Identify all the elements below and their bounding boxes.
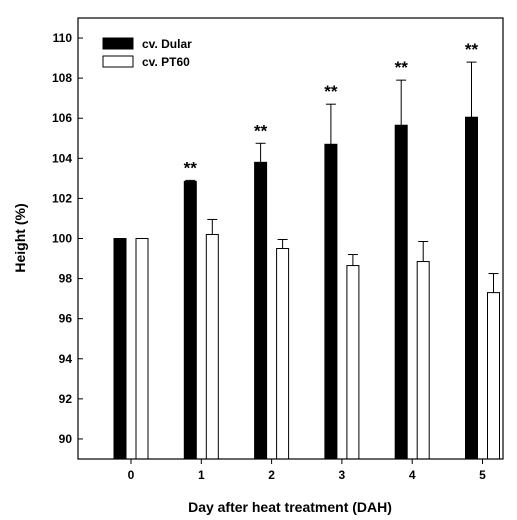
y-tick-label: 110: [53, 31, 73, 45]
legend-label-dular: cv. Dular: [142, 37, 192, 51]
bar-dular: [324, 143, 338, 460]
significance-label: **: [465, 40, 479, 59]
significance-label: **: [395, 58, 409, 77]
significance-label: **: [184, 158, 198, 177]
x-axis-title: Day after heat treatment (DAH): [188, 499, 392, 515]
y-tick-label: 108: [52, 71, 72, 85]
bar-pt60: [346, 265, 360, 460]
y-tick-label: 92: [59, 392, 73, 406]
bar-dular: [113, 238, 127, 460]
y-tick-label: 90: [59, 432, 73, 446]
x-tick-label: 3: [339, 468, 346, 482]
significance-label: **: [254, 121, 268, 140]
legend-label-pt60: cv. PT60: [142, 55, 190, 69]
y-axis-title: Height (%): [12, 203, 28, 272]
y-tick-label: 98: [59, 272, 73, 286]
x-tick-label: 1: [198, 468, 205, 482]
bar-pt60: [416, 261, 430, 460]
x-axis: 0 1 2 3 4 5: [128, 459, 486, 482]
y-tick-label: 104: [52, 151, 72, 165]
bar-dular: [254, 161, 268, 460]
bar-dular: [183, 180, 197, 460]
bar-pt60: [276, 248, 290, 460]
bar-dular: [394, 124, 408, 460]
bar-pt60: [205, 233, 219, 460]
y-tick-label: 106: [52, 111, 72, 125]
x-tick-label: 5: [479, 468, 486, 482]
y-tick-label: 94: [59, 352, 73, 366]
x-tick-label: 4: [409, 468, 416, 482]
y-tick-label: 96: [59, 312, 73, 326]
y-axis: 90 92 94 96 98 100 102 104 106 108 110: [52, 31, 83, 446]
plot-marks: ** ** ** ** **: [113, 40, 500, 460]
legend-swatch-dular: [102, 37, 134, 50]
bar-dular: [465, 116, 478, 460]
bar-pt60: [487, 292, 500, 460]
y-tick-label: 102: [52, 191, 72, 205]
legend: cv. Dular cv. PT60: [102, 37, 192, 69]
y-tick-label: 100: [52, 232, 72, 246]
x-tick-label: 0: [128, 468, 135, 482]
x-tick-label: 2: [268, 468, 275, 482]
significance-label: **: [324, 82, 338, 101]
bar-pt60: [135, 238, 149, 460]
legend-swatch-pt60: [102, 55, 134, 68]
